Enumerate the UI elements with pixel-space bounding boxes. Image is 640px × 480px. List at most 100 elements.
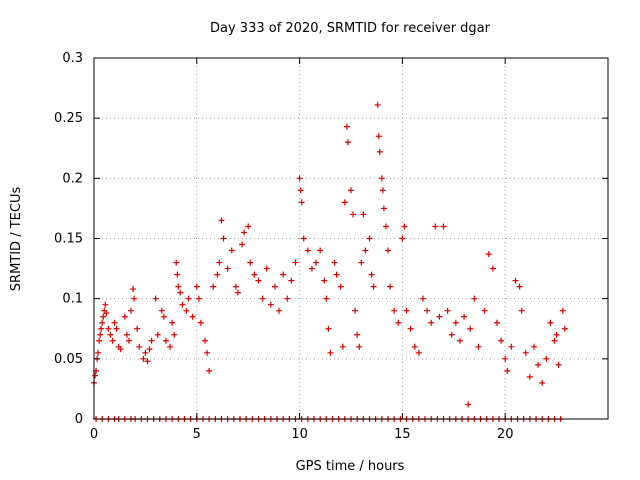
data-point xyxy=(202,337,209,344)
data-point xyxy=(175,283,182,290)
x-tick-label: 15 xyxy=(394,427,411,442)
data-point xyxy=(440,223,447,230)
y-tick-label: 0.1 xyxy=(62,292,83,307)
data-point xyxy=(461,313,468,320)
y-axis-label: SRMTID / TECUs xyxy=(9,187,24,292)
data-point xyxy=(489,265,496,272)
data-point xyxy=(419,295,426,302)
data-point xyxy=(128,307,135,314)
data-point xyxy=(452,319,459,326)
data-point xyxy=(98,325,105,332)
data-point xyxy=(547,319,554,326)
data-point xyxy=(102,301,109,308)
data-point xyxy=(228,247,235,254)
data-point xyxy=(263,265,270,272)
data-point xyxy=(551,337,558,344)
data-point xyxy=(387,283,394,290)
data-point xyxy=(376,148,383,155)
data-point xyxy=(539,379,546,386)
data-point xyxy=(352,307,359,314)
data-point xyxy=(296,175,303,182)
data-point xyxy=(395,319,402,326)
data-point xyxy=(204,349,211,356)
data-point xyxy=(424,307,431,314)
data-point xyxy=(158,307,165,314)
data-point xyxy=(502,355,509,362)
data-point xyxy=(174,271,181,278)
data-point xyxy=(516,283,523,290)
data-point xyxy=(436,313,443,320)
data-point xyxy=(288,277,295,284)
data-point xyxy=(255,277,262,284)
data-point xyxy=(415,349,422,356)
data-point xyxy=(144,358,151,365)
data-point xyxy=(177,289,184,296)
y-tick-label: 0.2 xyxy=(62,171,83,186)
data-point xyxy=(327,349,334,356)
data-point xyxy=(105,325,112,332)
data-point xyxy=(428,319,435,326)
data-point xyxy=(337,283,344,290)
data-point xyxy=(239,241,246,248)
data-point xyxy=(276,307,283,314)
data-point xyxy=(399,235,406,242)
data-point xyxy=(543,355,550,362)
data-point xyxy=(485,251,492,258)
data-point xyxy=(313,259,320,266)
data-point xyxy=(162,337,169,344)
data-point xyxy=(555,361,562,368)
data-point xyxy=(169,319,176,326)
data-point xyxy=(96,337,103,344)
data-point xyxy=(498,337,505,344)
data-point xyxy=(368,271,375,278)
data-point xyxy=(195,295,202,302)
data-point xyxy=(350,211,357,218)
data-point xyxy=(179,301,186,308)
data-point xyxy=(407,325,414,332)
data-point xyxy=(448,331,455,338)
data-point xyxy=(113,325,120,332)
y-tick-labels: 0 0.05 0.1 0.15 0.2 0.25 0.3 xyxy=(54,51,83,427)
data-point xyxy=(241,229,248,236)
data-point xyxy=(378,175,385,182)
data-point xyxy=(475,343,482,350)
data-point xyxy=(391,307,398,314)
data-point xyxy=(403,307,410,314)
data-point xyxy=(331,259,338,266)
data-point xyxy=(247,259,254,266)
data-point xyxy=(140,355,147,362)
y-tick-label: 0.3 xyxy=(62,51,83,66)
data-point xyxy=(385,247,392,254)
data-point xyxy=(504,367,511,374)
data-point xyxy=(360,211,367,218)
x-tick-label: 10 xyxy=(291,427,308,442)
data-point xyxy=(148,337,155,344)
data-point xyxy=(561,325,568,332)
x-tick-labels: 0 5 10 15 20 xyxy=(90,427,514,442)
data-point xyxy=(374,101,381,108)
data-point xyxy=(526,373,533,380)
data-point xyxy=(341,199,348,206)
data-point xyxy=(167,343,174,350)
data-point xyxy=(121,313,128,320)
data-point xyxy=(193,283,200,290)
data-point xyxy=(354,331,361,338)
data-point xyxy=(245,223,252,230)
data-point xyxy=(173,259,180,266)
data-point xyxy=(343,123,350,130)
data-point xyxy=(171,331,178,338)
x-tick-label: 0 xyxy=(90,427,98,442)
data-point xyxy=(380,205,387,212)
data-point xyxy=(333,271,340,278)
data-point xyxy=(467,325,474,332)
data-point xyxy=(109,337,116,344)
data-point xyxy=(259,295,266,302)
data-point xyxy=(356,343,363,350)
data-point xyxy=(152,295,159,302)
data-point xyxy=(210,283,217,290)
data-point xyxy=(220,235,227,242)
data-point xyxy=(348,187,354,194)
data-point xyxy=(512,277,519,284)
data-point xyxy=(411,343,418,350)
